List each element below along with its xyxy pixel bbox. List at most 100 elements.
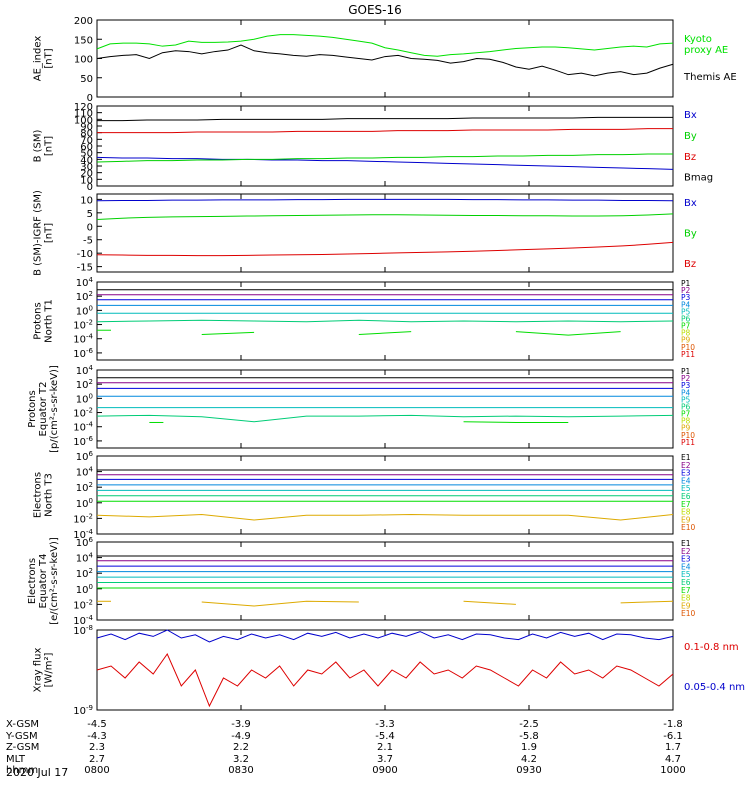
y-tick-label: 102 bbox=[76, 481, 93, 494]
y-tick-label: 70 bbox=[80, 135, 93, 146]
legend-entry: P10 bbox=[681, 431, 695, 440]
legend-entry: E3 bbox=[681, 469, 691, 478]
legend-entry: Themis AE bbox=[683, 72, 737, 83]
panel-frame bbox=[96, 19, 674, 98]
y-tick-label: 100 bbox=[76, 497, 93, 510]
footer-value: 2.1 bbox=[377, 742, 393, 753]
panel-5: Protons Equator T2 [p/(cm²-s-sr-keV)] 10-61… bbox=[27, 364, 695, 453]
series-line bbox=[96, 198, 674, 202]
legend-entry: E3 bbox=[681, 555, 691, 564]
y-tick-label: 10-2 bbox=[73, 512, 93, 525]
footer-value: 1000 bbox=[660, 765, 685, 776]
y-tick-label: 102 bbox=[76, 378, 93, 391]
footer-value: 4.2 bbox=[521, 754, 537, 765]
footer-value: -5.4 bbox=[375, 731, 395, 742]
series-line bbox=[96, 652, 674, 708]
y-tick-label: 102 bbox=[76, 567, 93, 580]
legend-entry: 0.05-0.4 nm bbox=[684, 682, 745, 693]
legend-entry: E7 bbox=[681, 586, 691, 595]
y-tick-label: 10-2 bbox=[73, 407, 93, 420]
y-tick-label: 110 bbox=[74, 109, 93, 120]
y-axis-label-line: [nT] bbox=[44, 136, 55, 156]
series-line bbox=[96, 44, 674, 77]
legend-entry: P9 bbox=[681, 424, 691, 433]
y-axis-label-line: B (SM)-IGRF (SM) bbox=[33, 190, 44, 276]
y-tick-label: 20 bbox=[80, 169, 93, 180]
footer-row-label: Y-GSM bbox=[5, 731, 38, 742]
y-axis-label-line: North T1 bbox=[44, 299, 55, 343]
y-axis-label: B (SM)-IGRF (SM) [nT] bbox=[33, 190, 55, 276]
y-tick-label: 150 bbox=[74, 35, 93, 46]
y-tick-label: -5 bbox=[83, 236, 93, 247]
y-axis-label-line: Protons bbox=[33, 302, 44, 339]
legend-entry: E9 bbox=[681, 515, 691, 524]
y-tick-label: 10 bbox=[80, 175, 93, 186]
y-tick-label: 100 bbox=[76, 583, 93, 596]
footer-row-label: Z-GSM bbox=[6, 742, 39, 753]
date-label: 2020 Jul 17 bbox=[6, 766, 68, 779]
y-tick-label: 104 bbox=[76, 466, 94, 479]
legend-entry: Kyoto bbox=[684, 34, 712, 45]
legend-entry: E10 bbox=[681, 609, 696, 618]
y-tick-label: 120 bbox=[74, 102, 93, 113]
y-axis-label: Electrons North T3 bbox=[33, 472, 55, 518]
legend-entry: P1 bbox=[681, 279, 691, 288]
legend-entry: P3 bbox=[681, 293, 691, 302]
y-tick-label: 50 bbox=[80, 74, 93, 85]
series-line bbox=[96, 156, 674, 170]
y-tick-label: 106 bbox=[76, 450, 94, 463]
y-axis-label-line: B (SM) bbox=[33, 129, 44, 162]
panel-frame bbox=[96, 455, 674, 535]
y-axis-label: Electrons Equator T4 [e/(cm²-s-sr-keV)] bbox=[27, 537, 60, 625]
legend-entry: P8 bbox=[681, 417, 691, 426]
footer-value: -3.3 bbox=[375, 719, 395, 730]
y-axis-label-line: Electrons bbox=[27, 558, 38, 604]
legend-entry: E5 bbox=[681, 484, 691, 493]
y-tick-label: 10-2 bbox=[73, 598, 93, 611]
panel-3: B (SM)-IGRF (SM) [nT] -15 -10 -5 0 5 10 Bx By Bz bbox=[33, 190, 697, 276]
footer-value: -6.1 bbox=[663, 731, 683, 742]
legend-entry: Bx bbox=[684, 110, 697, 121]
legend-entry: P8 bbox=[681, 329, 691, 338]
series-line bbox=[97, 116, 673, 122]
y-tick-label: -10 bbox=[77, 249, 93, 260]
footer-value: 1.9 bbox=[521, 742, 537, 753]
y-tick-label: 10-4 bbox=[73, 421, 93, 434]
y-axis-label-line: [nT] bbox=[44, 223, 55, 243]
y-tick-label: 100 bbox=[76, 392, 93, 405]
series-line bbox=[463, 600, 516, 605]
series-line bbox=[463, 421, 569, 423]
series-line bbox=[96, 629, 674, 643]
footer-value: -3.9 bbox=[231, 719, 251, 730]
footer-value: -4.9 bbox=[231, 731, 251, 742]
legend-entry: E9 bbox=[681, 601, 691, 610]
y-axis-label-line: Protons bbox=[27, 390, 38, 427]
y-tick-label: 30 bbox=[80, 162, 93, 173]
series-line bbox=[96, 319, 674, 323]
legend-entry: 0.1-0.8 nm bbox=[684, 642, 739, 653]
y-tick-label: 5 bbox=[87, 209, 93, 220]
footer-row-label: X-GSM bbox=[6, 719, 39, 730]
footer-value: 3.7 bbox=[377, 754, 393, 765]
series-line bbox=[96, 241, 674, 257]
series-line bbox=[96, 513, 674, 521]
series-line bbox=[201, 600, 359, 607]
series-line bbox=[515, 331, 621, 336]
footer-value: 3.2 bbox=[233, 754, 249, 765]
y-axis-label-line: Electrons bbox=[33, 472, 44, 518]
legend-entry: P2 bbox=[681, 374, 691, 383]
legend-entry: P4 bbox=[681, 388, 691, 397]
legend-entry: P6 bbox=[681, 314, 691, 323]
legend-entry: Bz bbox=[684, 259, 696, 270]
y-tick-label: -15 bbox=[77, 263, 93, 274]
y-axis-label-line: Xray flux bbox=[33, 648, 44, 693]
y-axis-label-line: AE_index bbox=[33, 36, 44, 82]
legend-entry: E2 bbox=[681, 547, 691, 556]
y-axis-label-line: North T3 bbox=[44, 473, 55, 517]
y-tick-label: 100 bbox=[74, 55, 93, 66]
footer-value: 2.7 bbox=[89, 754, 105, 765]
footer-value: 0800 bbox=[84, 765, 109, 776]
